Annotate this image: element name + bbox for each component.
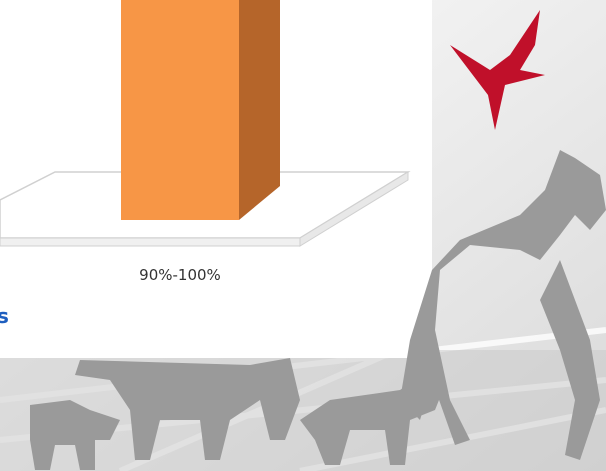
slide: 90%-100% s	[0, 0, 606, 471]
chart-floor-edge	[0, 238, 300, 246]
cut-text: s	[0, 304, 9, 328]
bar-side	[239, 0, 280, 220]
x-tick-label: 90%-100%	[139, 266, 221, 284]
bar-front	[121, 0, 239, 220]
slide-graphic: 90%-100% s	[0, 0, 606, 471]
